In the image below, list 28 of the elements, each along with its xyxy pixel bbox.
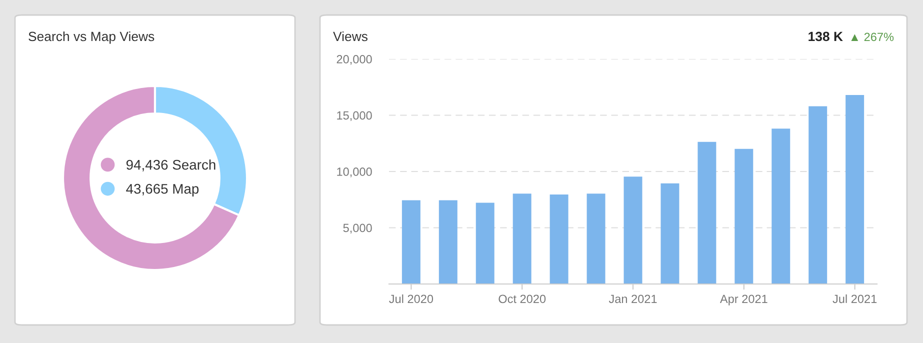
- bar: [402, 200, 420, 284]
- bar: [808, 106, 828, 284]
- x-tick-label: Jul 2020: [389, 294, 434, 304]
- chart-title: Views: [333, 31, 368, 42]
- bar: [660, 183, 680, 284]
- chart-title: Search vs Map Views: [28, 31, 154, 44]
- legend-label: 43,665 Map: [126, 184, 199, 197]
- bar: [586, 194, 606, 284]
- y-tick-label: 5,000: [343, 224, 372, 234]
- legend-label: 94,436 Search: [126, 159, 216, 172]
- y-tick-label: 10,000: [337, 168, 372, 178]
- y-tick-label: 15,000: [337, 111, 372, 122]
- bar: [476, 202, 494, 284]
- text: ▲ 267%: [851, 32, 894, 42]
- y-tick-label: 20,000: [336, 55, 372, 65]
- bar: [846, 95, 864, 284]
- bar: [772, 128, 790, 284]
- x-tick-label: Apr 2021: [720, 294, 768, 306]
- bar: [624, 176, 642, 284]
- bar: [550, 194, 568, 284]
- x-tick-label: Jan 2021: [608, 294, 657, 304]
- bar: [438, 200, 458, 284]
- bar: [698, 142, 716, 284]
- x-tick-label: Oct 2020: [498, 294, 546, 304]
- text: 138 K: [808, 32, 843, 42]
- bar: [512, 194, 532, 284]
- x-tick-label: Jul 2021: [832, 294, 877, 304]
- bar: [734, 148, 754, 284]
